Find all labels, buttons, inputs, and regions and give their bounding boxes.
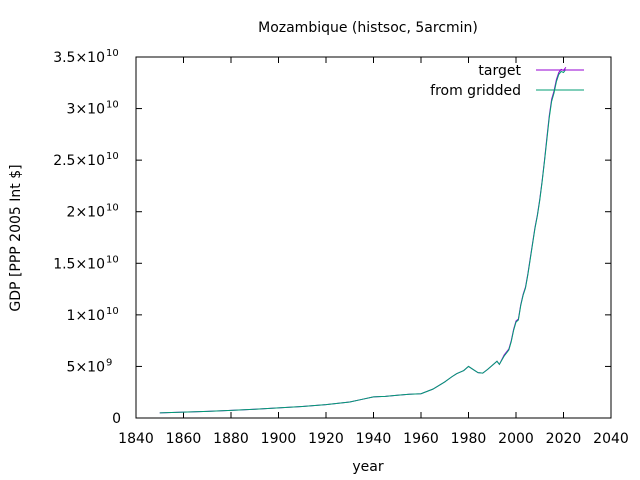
y-tick-exponent: 9 — [106, 357, 112, 368]
y-tick-label: 2×10 — [67, 205, 105, 221]
y-tick-exponent: 10 — [106, 254, 119, 265]
y-tick-exponent: 10 — [106, 151, 119, 162]
legend: target from gridded — [430, 63, 584, 99]
x-tick-label: 1880 — [213, 431, 249, 447]
series-line-0 — [159, 67, 567, 414]
y-tick-label: 1.5×10 — [53, 256, 105, 272]
y-tick-exponent: 10 — [106, 203, 119, 214]
series-layer — [159, 67, 567, 414]
y-tick-label: 3.5×10 — [53, 50, 105, 66]
y-tick-label: 5×10 — [67, 359, 105, 375]
x-tick-label: 1940 — [356, 431, 392, 447]
y-tick-exponent: 10 — [106, 100, 119, 111]
y-axis-label: GDP [PPP 2005 Int $] — [8, 164, 24, 311]
x-tick-label: 1840 — [118, 431, 154, 447]
plot-frame — [135, 56, 612, 419]
legend-label: target — [478, 63, 521, 79]
x-tick-label: 1960 — [403, 431, 439, 447]
y-tick-label: 3×10 — [67, 102, 105, 118]
y-tick-label: 1×10 — [67, 308, 105, 324]
x-tick-label: 2040 — [593, 431, 629, 447]
legend-label: from gridded — [430, 83, 521, 99]
y-tick-exponent: 10 — [106, 306, 119, 317]
y-tick-label: 2.5×10 — [53, 153, 105, 169]
x-tick-label: 1920 — [308, 431, 344, 447]
x-tick-label: 2000 — [498, 431, 534, 447]
x-axis: 1840 1860 1880 1900 1920 1940 1960 1980 2000 2020… — [118, 57, 629, 447]
chart-title: Mozambique (histsoc, 5arcmin) — [258, 20, 478, 36]
series-line-1 — [159, 69, 567, 414]
y-axis: 05×10 91×10 101.5×10 102×10 102.5×10 103×10 10… — [53, 48, 611, 427]
x-tick-label: 1900 — [261, 431, 297, 447]
y-tick-exponent: 10 — [106, 48, 119, 59]
x-tick-label: 1860 — [166, 431, 202, 447]
x-tick-label: 1980 — [451, 431, 487, 447]
x-tick-label: 2020 — [546, 431, 582, 447]
y-tick-label: 0 — [112, 411, 121, 427]
x-axis-label: year — [352, 459, 383, 475]
